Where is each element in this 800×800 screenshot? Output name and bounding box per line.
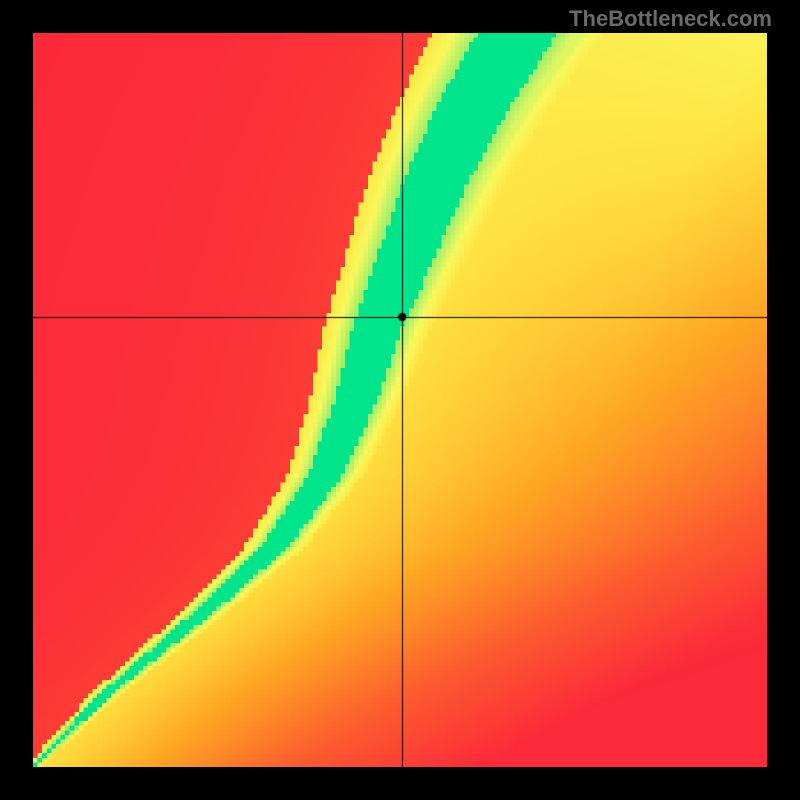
chart-container: TheBottleneck.com — [0, 0, 800, 800]
watermark-text: TheBottleneck.com — [569, 6, 772, 32]
bottleneck-heatmap — [33, 33, 767, 767]
